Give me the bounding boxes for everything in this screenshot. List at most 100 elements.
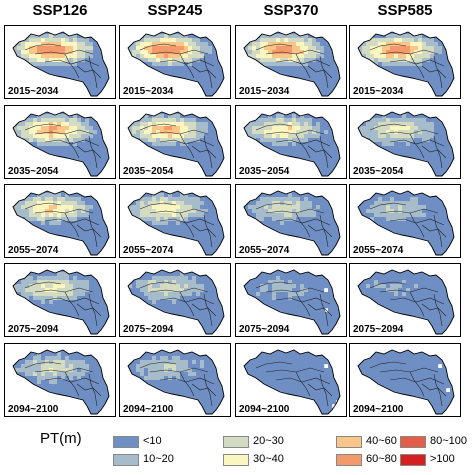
- raster-cell: [280, 46, 285, 51]
- raster-cell: [378, 98, 382, 99]
- raster-cell: [132, 150, 137, 155]
- raster-cell: [93, 201, 98, 206]
- raster-cell: [33, 154, 38, 159]
- raster-cell: [350, 150, 354, 154]
- raster-cell: [57, 130, 62, 135]
- raster-cell: [176, 150, 181, 155]
- raster-cell: [382, 126, 387, 131]
- raster-cell: [458, 62, 461, 66]
- raster-cell: [434, 42, 439, 47]
- raster-cell: [336, 118, 340, 123]
- raster-cell: [312, 70, 317, 75]
- raster-cell: [61, 122, 66, 127]
- raster-cell: [192, 166, 197, 171]
- raster-cell: [362, 112, 367, 115]
- raster-cell: [430, 158, 435, 163]
- raster-cell: [276, 138, 281, 143]
- raster-cell: [164, 78, 169, 83]
- raster-cell: [17, 150, 22, 155]
- raster-cell: [180, 154, 185, 159]
- raster-cell: [168, 70, 173, 75]
- raster-cell: [216, 118, 221, 123]
- raster-cell: [172, 106, 176, 110]
- raster-cell: [382, 70, 387, 75]
- raster-cell: [113, 138, 116, 142]
- raster-cell: [332, 118, 337, 123]
- raster-cell: [128, 42, 129, 47]
- raster-cell: [248, 26, 252, 30]
- raster-cell: [304, 118, 309, 123]
- raster-cell: [152, 185, 156, 189]
- raster-cell: [378, 154, 383, 159]
- raster-cell: [5, 50, 9, 54]
- basin-boundary: [88, 135, 98, 169]
- raster-cell: [192, 178, 196, 179]
- raster-cell: [390, 66, 395, 71]
- raster-cell: [176, 106, 180, 110]
- raster-cell: [390, 50, 395, 55]
- raster-cell: [120, 30, 124, 34]
- raster-cell: [244, 138, 245, 143]
- raster-cell: [224, 90, 228, 94]
- raster-cell: [398, 142, 403, 147]
- raster-cell: [13, 158, 14, 163]
- raster-cell: [358, 134, 359, 139]
- raster-cell: [362, 126, 367, 131]
- raster-cell: [93, 249, 98, 254]
- raster-cell: [85, 112, 90, 115]
- raster-cell: [136, 142, 141, 147]
- raster-cell: [264, 42, 269, 47]
- raster-cell: [390, 70, 395, 75]
- raster-cell: [390, 46, 395, 51]
- basin-boundary: [433, 135, 443, 169]
- period-label: 2055~2074: [8, 245, 59, 256]
- raster-cell: [128, 112, 133, 115]
- raster-cell: [216, 146, 221, 151]
- raster-cell: [220, 134, 224, 139]
- raster-cell: [25, 74, 30, 79]
- raster-cell: [280, 78, 285, 83]
- raster-cell: [89, 237, 94, 242]
- raster-cell: [45, 193, 50, 198]
- raster-cell: [29, 197, 34, 202]
- raster-cell: [81, 146, 86, 151]
- raster-cell: [5, 38, 9, 42]
- raster-cell: [176, 112, 181, 115]
- raster-cell: [113, 154, 116, 158]
- raster-cell: [128, 74, 129, 79]
- raster-cell: [212, 191, 217, 194]
- raster-cell: [77, 146, 82, 151]
- raster-cell: [208, 90, 213, 95]
- raster-cell: [418, 74, 423, 79]
- raster-cell: [132, 154, 137, 159]
- raster-cell: [172, 158, 177, 163]
- raster-cell: [434, 166, 439, 171]
- raster-cell: [446, 98, 450, 99]
- raster-cell: [260, 74, 265, 79]
- raster-cell: [45, 112, 50, 115]
- raster-cell: [156, 146, 161, 151]
- raster-cell: [418, 142, 423, 147]
- raster-cell: [17, 191, 22, 194]
- raster-cell: [81, 229, 86, 234]
- raster-cell: [328, 54, 333, 59]
- raster-cell: [304, 162, 309, 167]
- raster-cell: [442, 54, 447, 59]
- raster-cell: [21, 213, 26, 218]
- raster-cell: [276, 74, 281, 79]
- raster-cell: [398, 54, 403, 59]
- raster-cell: [196, 174, 201, 176]
- raster-cell: [65, 193, 70, 198]
- raster-cell: [442, 38, 447, 43]
- raster-cell: [168, 58, 173, 63]
- raster-cell: [156, 66, 161, 71]
- raster-cell: [21, 185, 25, 189]
- raster-cell: [402, 130, 407, 135]
- raster-cell: [5, 126, 9, 130]
- raster-cell: [422, 78, 427, 83]
- raster-cell: [61, 78, 66, 83]
- raster-cell: [386, 138, 391, 143]
- raster-cell: [53, 225, 58, 230]
- raster-cell: [228, 34, 231, 38]
- raster-cell: [358, 154, 363, 159]
